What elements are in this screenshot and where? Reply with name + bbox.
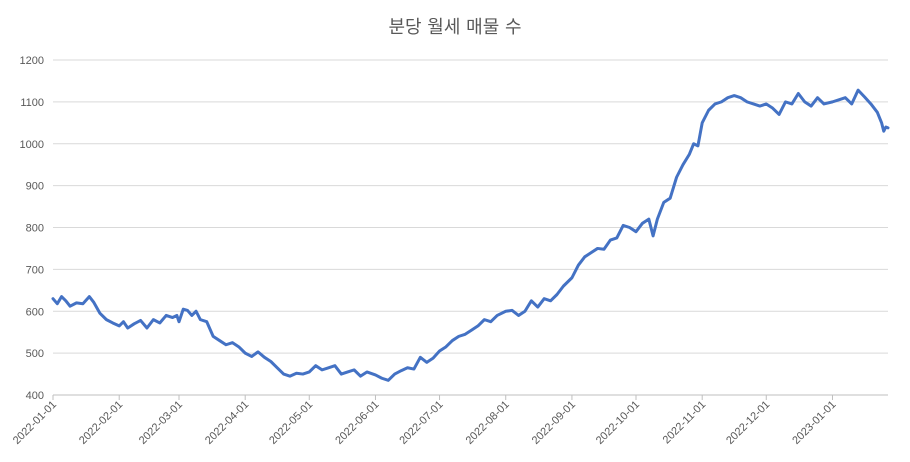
x-tick-label: 2022-05-01 [267, 399, 315, 447]
y-tick-label: 800 [26, 223, 44, 235]
x-tick-label: 2022-03-01 [137, 399, 185, 447]
x-tick-label: 2022-11-01 [661, 399, 709, 447]
x-tick-label: 2022-09-01 [530, 399, 578, 447]
y-tick-label: 1100 [20, 97, 44, 109]
y-tick-label: 1000 [20, 139, 44, 151]
gridlines [53, 59, 888, 354]
series-group [51, 88, 890, 382]
y-tick-label: 900 [26, 181, 44, 193]
x-tick-label: 2022-01-01 [11, 399, 59, 447]
x-tick-label: 2022-04-01 [203, 399, 251, 447]
x-tick-label: 2022-07-01 [397, 399, 445, 447]
chart-title: 분당 월세 매물 수 [388, 17, 521, 38]
y-axis: 400 500 600 700 800 900 1000 1100 1200 [20, 55, 44, 402]
y-tick-label: 600 [26, 306, 44, 318]
x-tick-label: 2022-12-01 [724, 399, 772, 447]
x-tick-label: 2023-01-01 [790, 399, 838, 447]
x-tick-label: 2022-06-01 [333, 399, 381, 447]
y-tick-label: 500 [26, 348, 44, 360]
x-axis: 2022-01-01 2022-02-01 2022-03-01 2022-04-01… [11, 394, 888, 447]
x-tick-label: 2022-08-01 [464, 399, 512, 447]
y-tick-label: 700 [26, 264, 44, 276]
y-tick-label: 1200 [20, 55, 44, 67]
y-tick-label: 400 [26, 390, 44, 402]
x-tick-label: 2022-10-01 [594, 399, 642, 447]
x-tick-label: 2022-02-01 [77, 399, 125, 447]
series-line-0 [51, 88, 890, 382]
